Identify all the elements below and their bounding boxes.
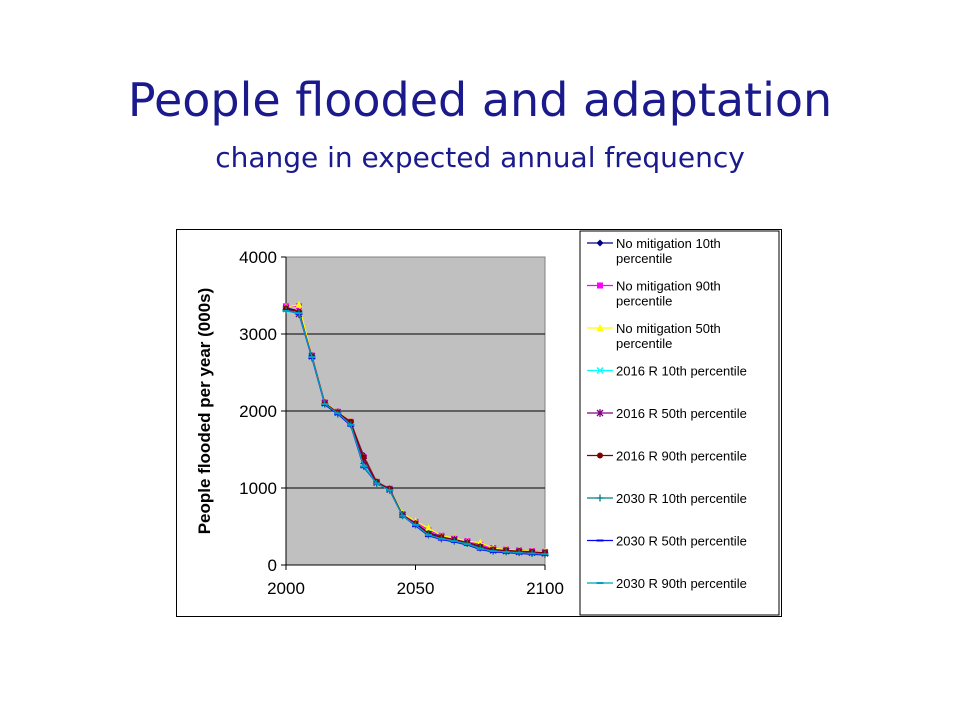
legend-entry: No mitigation 50th percentile [587, 321, 721, 351]
legend-label: 2016 R 90th percentile [616, 449, 747, 464]
data-point-marker [424, 524, 432, 532]
legend-box [579, 230, 780, 616]
legend-label: No mitigation 90th percentile [616, 279, 721, 309]
legend-entry: 2030 R 10th percentile [587, 491, 747, 506]
legend-label: No mitigation 50th percentile [616, 321, 721, 351]
gridlines [286, 333, 545, 489]
legend-entry: 2016 R 10th percentile [587, 364, 747, 379]
x-tick-label: 2000 [267, 579, 305, 598]
legend-label: 2030 R 50th percentile [616, 534, 747, 549]
chart-frame: 0 1000 2000 3000 4000 2000 2050 2100 People flo… [176, 229, 782, 617]
y-tick-label: 2000 [239, 402, 277, 421]
series-lines [282, 300, 549, 558]
legend-entry: No mitigation 90th percentile [587, 279, 721, 309]
data-point-marker [596, 324, 604, 331]
legend-entry: 2030 R 90th percentile [587, 576, 747, 591]
legend-label: No mitigation 10th percentile [616, 236, 721, 266]
y-tick-label: 0 [268, 556, 277, 575]
legend-entry: 2016 R 50th percentile [587, 406, 747, 421]
data-point-marker [596, 494, 604, 502]
x-tick-label: 2100 [526, 579, 564, 598]
legend-label: 2016 R 10th percentile [616, 364, 747, 379]
data-point-marker [476, 538, 484, 546]
y-tick-label: 3000 [239, 325, 277, 344]
legend-entry: No mitigation 10th percentile [587, 236, 721, 266]
y-tick-label: 1000 [239, 479, 277, 498]
data-point-marker [597, 452, 603, 459]
legend-entry: 2016 R 90th percentile [587, 449, 747, 464]
slide-title: People flooded and adaptation [127, 73, 833, 127]
legend-entry: 2030 R 50th percentile [587, 534, 747, 549]
tick-labels: 0 1000 2000 3000 4000 2000 2050 2100 [239, 248, 564, 598]
legend: No mitigation 10th percentile No mitigatio… [587, 236, 747, 591]
slide-subtitle: change in expected annual frequency [215, 141, 745, 174]
data-point-marker [596, 409, 604, 417]
data-point-marker [360, 454, 367, 461]
line-chart: 0 1000 2000 3000 4000 2000 2050 2100 People flo… [195, 230, 780, 616]
data-point-marker [596, 239, 604, 247]
legend-label: 2016 R 50th percentile [616, 406, 747, 421]
legend-label: 2030 R 90th percentile [616, 576, 747, 591]
data-point-marker [597, 282, 603, 289]
y-tick-label: 4000 [239, 248, 277, 267]
data-point-marker [596, 367, 604, 374]
x-tick-label: 2050 [397, 579, 435, 598]
y-axis-title: People flooded per year (000s) [195, 288, 214, 535]
series-group [282, 309, 549, 556]
legend-label: 2030 R 10th percentile [616, 491, 747, 506]
data-point-marker [295, 300, 303, 308]
